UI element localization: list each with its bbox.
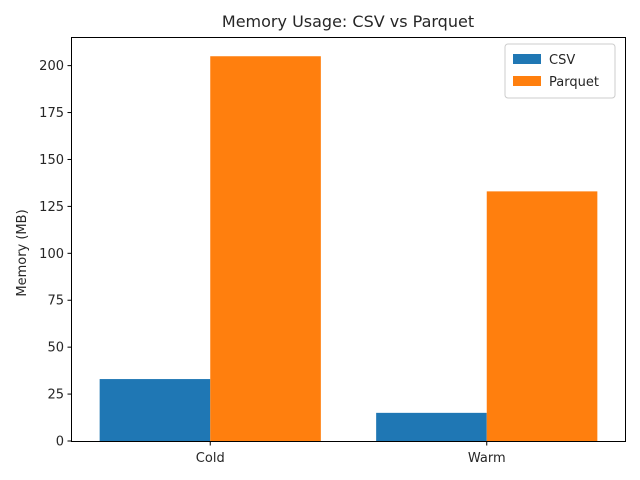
chart-title: Memory Usage: CSV vs Parquet	[222, 12, 474, 31]
legend-label-parquet: Parquet	[549, 75, 599, 90]
y-tick-label: 125	[39, 200, 64, 215]
y-tick-label: 0	[56, 435, 64, 450]
bar-csv-warm	[376, 412, 487, 441]
legend: CSV Parquet	[504, 43, 616, 99]
y-tick-label: 75	[47, 294, 64, 309]
bar-parquet-warm	[486, 191, 598, 441]
legend-swatch-parquet	[513, 76, 541, 86]
y-tick-label: 25	[47, 388, 64, 403]
legend-label-csv: CSV	[549, 53, 575, 68]
y-tick-label: 50	[47, 341, 64, 356]
y-tick-label: 200	[39, 59, 64, 74]
y-tick-label: 175	[39, 106, 64, 121]
legend-swatch-csv	[513, 54, 541, 64]
plot-frame	[71, 37, 626, 442]
y-axis-label: Memory (MB)	[15, 209, 30, 296]
y-axis-ticks: 0 25 50 75 100 125 150 175 200	[39, 59, 72, 450]
x-tick-label-cold: Cold	[196, 451, 225, 466]
bar-parquet-cold	[210, 56, 321, 441]
bar-csv-cold	[99, 379, 211, 441]
x-tick-label-warm: Warm	[468, 451, 506, 466]
y-tick-label: 100	[39, 247, 64, 262]
y-tick-label: 150	[39, 153, 64, 168]
bars-group	[99, 56, 598, 441]
x-axis-ticks: Cold Warm	[196, 441, 506, 466]
